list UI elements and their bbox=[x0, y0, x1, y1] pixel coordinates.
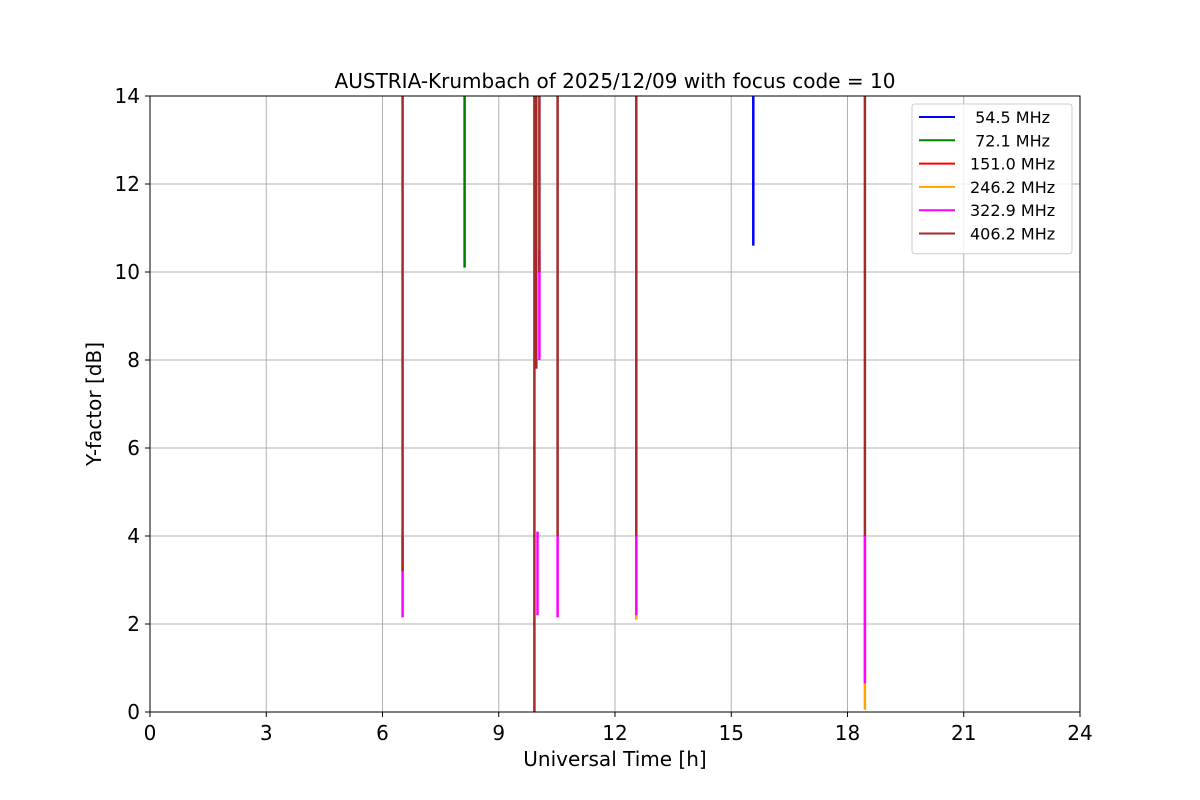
x-tick-label: 12 bbox=[602, 721, 627, 745]
legend-label: 54.5 MHz bbox=[970, 108, 1050, 127]
y-tick-label: 12 bbox=[115, 172, 140, 196]
series-3 bbox=[635, 536, 867, 710]
x-tick-label: 18 bbox=[835, 721, 860, 745]
y-tick-label: 10 bbox=[115, 260, 140, 284]
legend-label: 151.0 MHz bbox=[970, 155, 1055, 174]
legend-label: 322.9 MHz bbox=[970, 201, 1055, 220]
y-tick-label: 6 bbox=[127, 436, 140, 460]
y-axis-label: Y-factor [dB] bbox=[82, 342, 106, 467]
y-tick-label: 14 bbox=[115, 84, 140, 108]
x-axis-label: Universal Time [h] bbox=[523, 747, 706, 771]
legend-label: 246.2 MHz bbox=[970, 178, 1055, 197]
x-tick-label: 3 bbox=[260, 721, 273, 745]
chart-title: AUSTRIA-Krumbach of 2025/12/09 with focu… bbox=[335, 69, 896, 93]
x-tick-label: 21 bbox=[951, 721, 976, 745]
x-tick-label: 6 bbox=[376, 721, 389, 745]
y-tick-label: 0 bbox=[127, 700, 140, 724]
legend-label: 72.1 MHz bbox=[970, 131, 1050, 150]
legend-box bbox=[911, 103, 1073, 255]
legend-label: 406.2 MHz bbox=[970, 225, 1055, 244]
x-tick-label: 15 bbox=[719, 721, 744, 745]
y-tick-label: 4 bbox=[127, 524, 140, 548]
x-tick-label: 0 bbox=[144, 721, 157, 745]
series-5 bbox=[401, 96, 867, 712]
legend: 54.5 MHz 72.1 MHz 151.0 MHz 246.2 MHz 322.9… bbox=[911, 103, 1073, 255]
series-4 bbox=[401, 250, 867, 684]
x-tick-label: 9 bbox=[492, 721, 505, 745]
y-tick-label: 8 bbox=[127, 348, 140, 372]
series-layer bbox=[401, 96, 867, 712]
y-tick-label: 2 bbox=[127, 612, 140, 636]
x-tick-label: 24 bbox=[1067, 721, 1092, 745]
